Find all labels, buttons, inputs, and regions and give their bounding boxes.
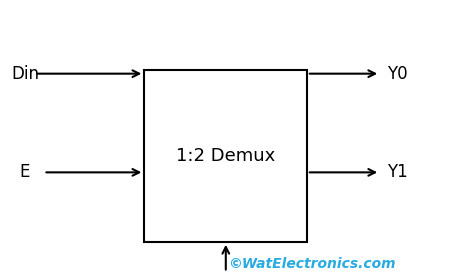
Text: E: E: [19, 163, 30, 181]
Text: Y1: Y1: [387, 163, 408, 181]
Polygon shape: [144, 70, 307, 242]
Text: Din: Din: [11, 65, 39, 83]
Text: 1:2 Demux: 1:2 Demux: [176, 147, 275, 165]
Text: Y0: Y0: [387, 65, 408, 83]
Text: ©WatElectronics.com: ©WatElectronics.com: [228, 257, 395, 271]
